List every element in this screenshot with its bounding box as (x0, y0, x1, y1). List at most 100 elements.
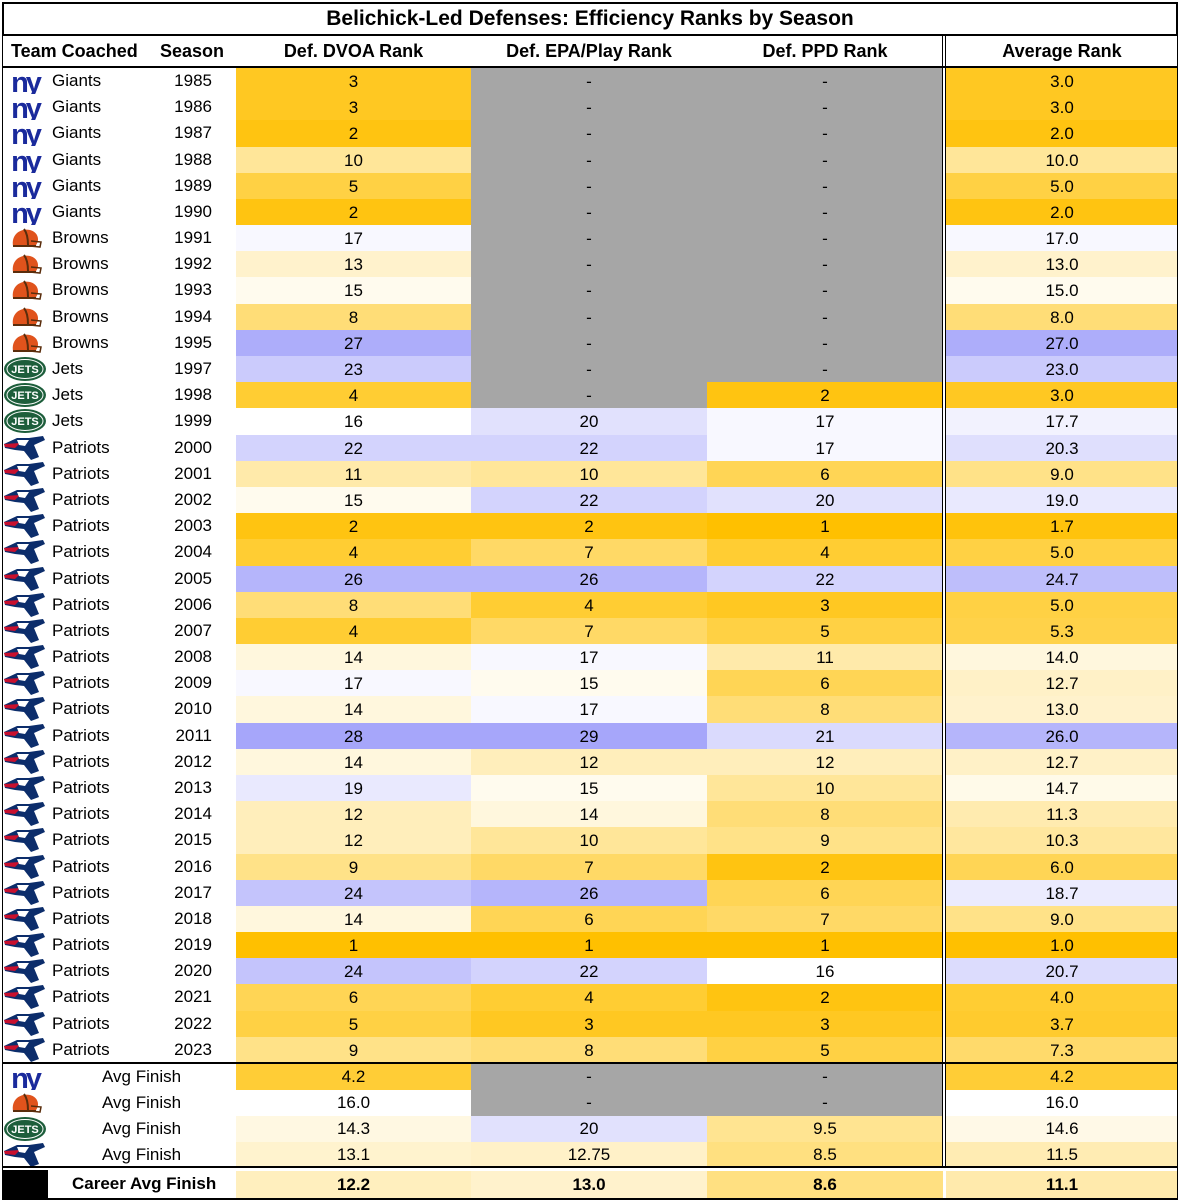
epa-rank-cell: 26 (471, 880, 707, 907)
season-year: 1995 (174, 333, 212, 352)
team-name: Patriots (52, 909, 110, 928)
season-year: 1989 (174, 176, 212, 195)
giants-logo-icon: ny (3, 198, 47, 230)
dvoa-rank-cell: 13 (236, 251, 471, 278)
avg-rank-cell: 9.0 (946, 906, 1178, 933)
avg-rank-cell: 17.0 (946, 225, 1178, 252)
avg-avg-finish-cell: 16.0 (946, 1090, 1178, 1116)
ppd-rank-cell: - (707, 304, 943, 331)
dvoa-rank-cell: 24 (236, 958, 471, 985)
epa-rank-cell: - (471, 94, 707, 121)
avg-col-divider-left (942, 36, 943, 1166)
ppd-rank-cell: 21 (707, 723, 943, 750)
avg-rank-cell: 5.0 (946, 173, 1178, 200)
team-name: Patriots (52, 542, 110, 561)
patriots-logo-icon (3, 932, 47, 958)
epa-rank-cell: 15 (471, 670, 707, 697)
season-year: 1988 (174, 150, 212, 169)
epa-rank-cell: 10 (471, 827, 707, 854)
epa-avg-finish-cell: 12.75 (471, 1142, 707, 1168)
season-year: 2013 (174, 778, 212, 797)
epa-rank-cell: - (471, 251, 707, 278)
avg-rank-cell: 10.3 (946, 827, 1178, 854)
ppd-rank-cell: 20 (707, 487, 943, 514)
team-name: Jets (52, 385, 84, 404)
season-year: 1993 (174, 280, 212, 299)
svg-text:JETS: JETS (11, 1124, 39, 1136)
patriots-logo-icon (3, 984, 47, 1010)
avg-rank-cell: 17.7 (946, 408, 1178, 435)
season-year: 2012 (174, 752, 212, 771)
dvoa-rank-cell: 9 (236, 854, 471, 881)
avg-rank-cell: 3.0 (946, 382, 1178, 409)
season-year: 2004 (174, 542, 212, 561)
ppd-rank-cell: - (707, 173, 943, 200)
summary-divider-top (2, 1062, 1178, 1064)
team-name: Patriots (52, 621, 110, 640)
epa-avg-finish-cell: 20 (471, 1116, 707, 1142)
jets-logo-icon: JETS (3, 408, 47, 434)
patriots-logo-icon (3, 723, 47, 749)
patriots-logo-icon (3, 539, 47, 565)
avg-rank-cell: 5.0 (946, 539, 1178, 566)
avg-rank-cell: 10.0 (946, 147, 1178, 174)
ppd-rank-cell: 6 (707, 670, 943, 697)
dvoa-avg-finish-cell: 13.1 (236, 1142, 471, 1168)
patriots-logo-icon (3, 775, 47, 801)
season-year: 1991 (174, 228, 212, 247)
team-name: Giants (52, 123, 102, 142)
ppd-rank-cell: 2 (707, 854, 943, 881)
team-name: Browns (52, 333, 109, 352)
dvoa-rank-cell: 19 (236, 775, 471, 802)
team-name: Giants (52, 176, 102, 195)
avg-col-divider-right (945, 36, 946, 1166)
team-name: Patriots (52, 569, 110, 588)
patriots-logo-icon (3, 827, 47, 853)
avg-rank-cell: 13.0 (946, 251, 1178, 278)
svg-text:ny: ny (11, 120, 42, 146)
table-bottom-border (2, 1198, 1178, 1200)
jets-logo-icon: JETS (3, 382, 47, 408)
patriots-logo-icon (3, 1011, 47, 1037)
team-name: Giants (52, 97, 102, 116)
season-year: 2008 (174, 647, 212, 666)
ppd-rank-cell: 7 (707, 906, 943, 933)
season-year: 2011 (175, 726, 212, 745)
giants-logo-icon: ny (3, 67, 47, 99)
avg-rank-cell: 26.0 (946, 723, 1178, 750)
ppd-rank-cell: 16 (707, 958, 943, 985)
avg-avg-finish-cell: 14.6 (946, 1116, 1178, 1142)
team-name: Patriots (52, 647, 110, 666)
dvoa-rank-cell: 14 (236, 696, 471, 723)
avg-rank-cell: 13.0 (946, 696, 1178, 723)
avg-rank-cell: 20.3 (946, 435, 1178, 462)
epa-rank-cell: 7 (471, 618, 707, 645)
season-year: 2022 (174, 1014, 212, 1033)
avg-rank-cell: 1.7 (946, 513, 1178, 540)
patriots-logo-icon (3, 880, 47, 906)
epa-rank-cell: 29 (471, 723, 707, 750)
epa-rank-cell: - (471, 147, 707, 174)
epa-rank-cell: 1 (471, 932, 707, 959)
epa-rank-cell: - (471, 199, 707, 226)
dvoa-rank-cell: 16 (236, 408, 471, 435)
ppd-rank-cell: - (707, 94, 943, 121)
epa-rank-cell: - (471, 356, 707, 383)
ppd-rank-cell: 9 (707, 827, 943, 854)
ppd-rank-cell: - (707, 199, 943, 226)
header-team-coached: Team Coached (11, 41, 138, 61)
dvoa-rank-cell: 14 (236, 749, 471, 776)
avg-rank-cell: 5.0 (946, 592, 1178, 619)
svg-text:JETS: JETS (11, 364, 39, 376)
season-year: 2001 (174, 464, 212, 483)
avg-avg-finish-cell: 4.2 (946, 1064, 1178, 1090)
giants-logo-icon: ny (3, 146, 47, 178)
season-year: 2017 (174, 883, 212, 902)
epa-rank-cell: 14 (471, 801, 707, 828)
season-year: 1994 (174, 307, 212, 326)
team-name: Jets (52, 411, 84, 430)
team-name: Browns (52, 254, 109, 273)
patriots-logo-icon (3, 801, 47, 827)
team-name: Patriots (52, 516, 110, 535)
ppd-rank-cell: 8 (707, 696, 943, 723)
